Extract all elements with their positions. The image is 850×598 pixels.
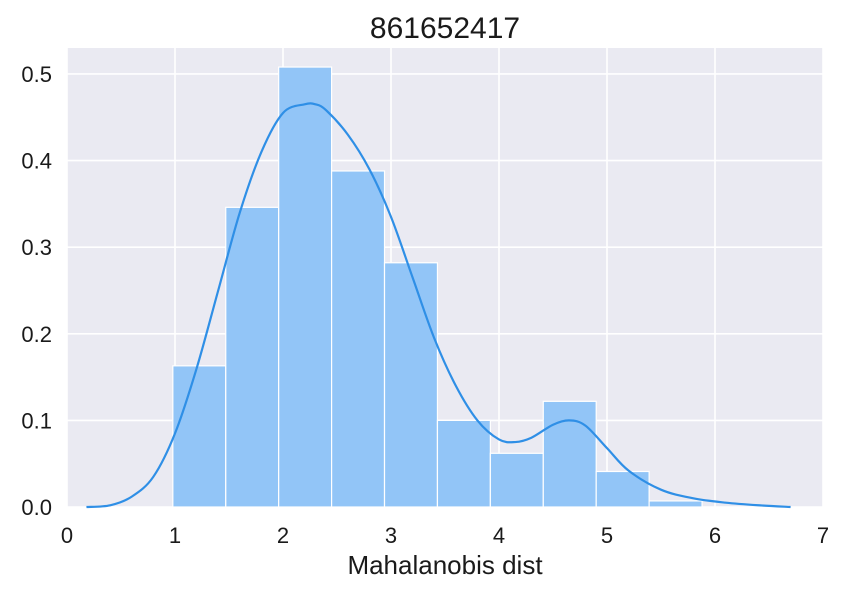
x-tick-label: 1 xyxy=(169,523,181,548)
histogram-bar xyxy=(489,452,544,508)
histogram-bar xyxy=(542,400,597,508)
histogram-bar xyxy=(172,365,227,508)
y-tick-label: 0.3 xyxy=(21,235,52,260)
histogram-bar xyxy=(648,500,703,508)
histogram-bar xyxy=(436,419,491,508)
histogram-bars xyxy=(172,66,703,508)
x-tick-label: 2 xyxy=(277,523,289,548)
x-tick-labels: 0 1 2 3 4 5 6 7 xyxy=(61,523,829,548)
chart-title: 861652417 xyxy=(370,12,520,45)
x-tick-label: 6 xyxy=(709,523,721,548)
histogram-bar xyxy=(331,170,386,508)
y-tick-label: 0.5 xyxy=(21,62,52,87)
x-tick-label: 7 xyxy=(817,523,829,548)
x-tick-label: 5 xyxy=(601,523,613,548)
y-tick-labels: 0.0 0.1 0.2 0.3 0.4 0.5 xyxy=(21,62,52,520)
y-tick-label: 0.2 xyxy=(21,322,52,347)
histogram-bar xyxy=(225,206,280,508)
x-tick-label: 4 xyxy=(493,523,505,548)
x-axis-label: Mahalanobis dist xyxy=(347,550,543,580)
histogram-bar xyxy=(278,66,333,508)
kde-line xyxy=(86,102,791,509)
histogram-bar xyxy=(595,470,650,508)
y-tick-label: 0.1 xyxy=(21,408,52,433)
x-tick-label: 3 xyxy=(385,523,397,548)
histogram-bar xyxy=(383,262,439,508)
y-tick-label: 0.0 xyxy=(21,495,52,520)
y-tick-label: 0.4 xyxy=(21,149,52,174)
x-tick-label: 0 xyxy=(61,523,73,548)
